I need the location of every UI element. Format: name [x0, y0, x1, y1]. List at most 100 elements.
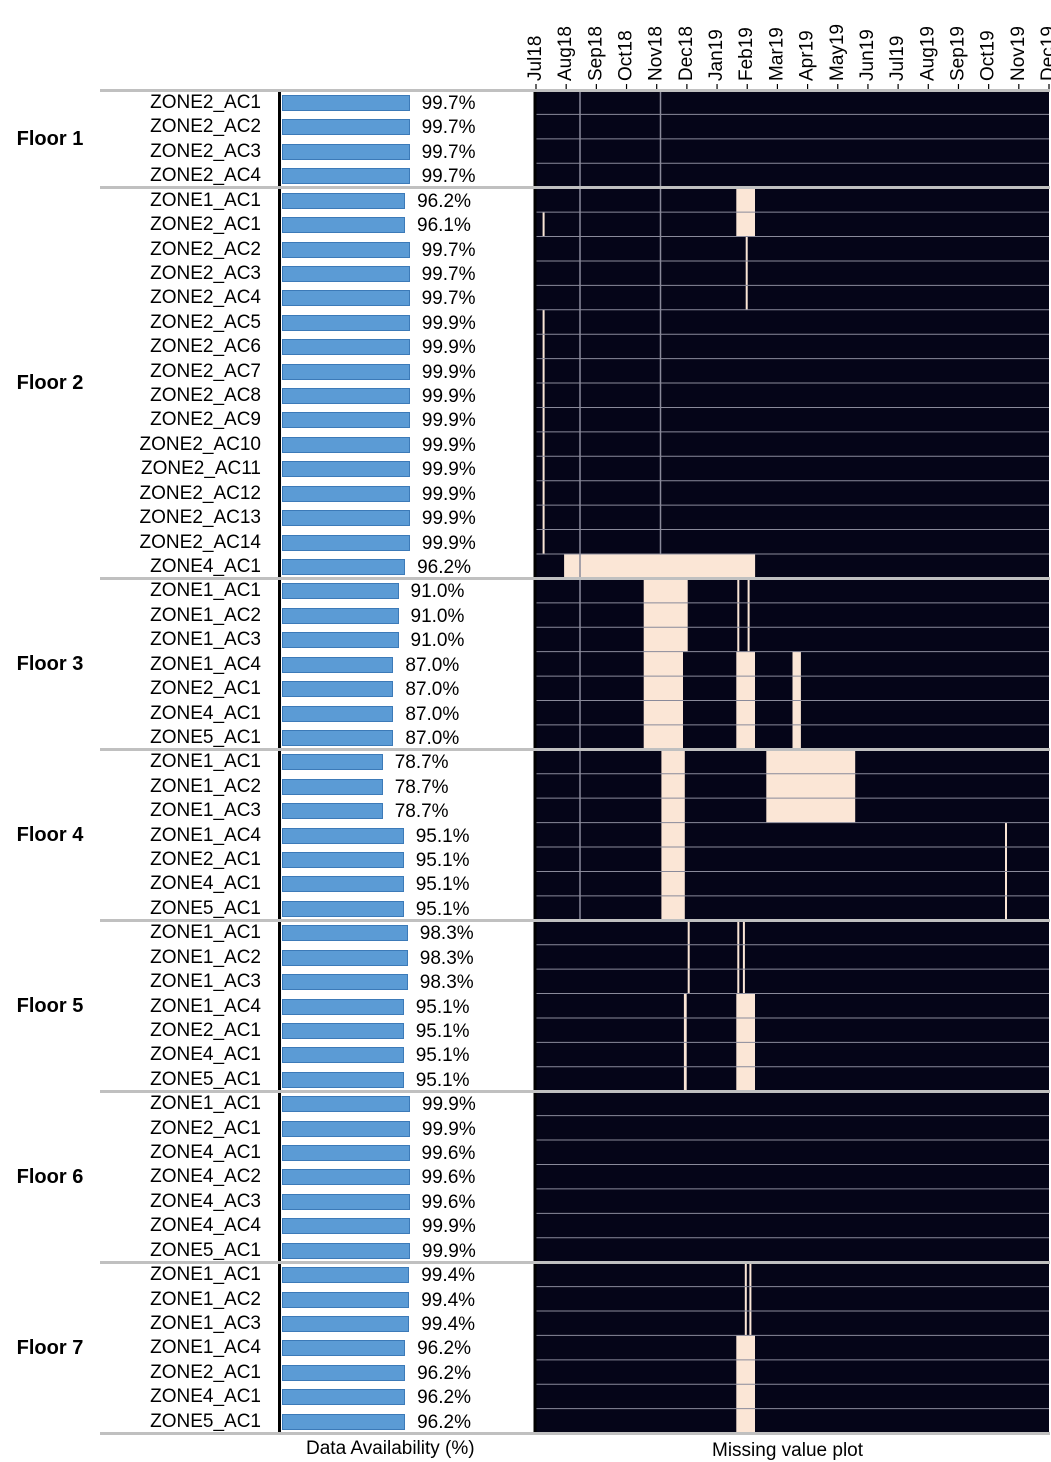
row-label: ZONE1_AC1	[150, 922, 261, 944]
availability-bar	[282, 583, 399, 600]
floor-separator	[100, 1089, 1050, 1093]
availability-bar	[282, 192, 406, 209]
availability-bar	[282, 363, 410, 380]
availability-bar	[282, 1267, 410, 1284]
missing-segment	[542, 309, 545, 335]
floor-label: Floor 2	[16, 372, 84, 395]
floor-label: Floor 1	[16, 127, 84, 150]
x-tick-label: Sep18	[585, 26, 606, 81]
availability-value-label: 96.2%	[417, 190, 471, 212]
availability-value-label: 99.4%	[421, 1289, 476, 1311]
x-tick-label: Sep19	[948, 26, 969, 81]
missing-segment	[744, 1286, 747, 1312]
row-label: ZONE1_AC3	[150, 971, 261, 993]
x-tick-label: Nov18	[646, 26, 667, 81]
missing-segment	[1005, 895, 1007, 921]
availability-bar	[282, 265, 410, 282]
missing-segment	[737, 944, 740, 970]
missing-segment	[745, 285, 748, 310]
missing-segment	[736, 700, 755, 725]
missing-segment	[542, 480, 545, 506]
availability-value-label: 99.7%	[421, 117, 476, 139]
availability-bar	[282, 1413, 406, 1430]
row-label: ZONE2_AC1	[150, 1019, 261, 1041]
row-label: ZONE1_AC1	[150, 580, 261, 602]
missing-segment	[736, 993, 755, 1018]
availability-value-label: 96.2%	[417, 1362, 471, 1384]
availability-bar	[282, 241, 410, 258]
availability-bar	[282, 729, 394, 746]
availability-bar	[282, 558, 406, 575]
row-label: ZONE1_AC3	[150, 800, 261, 822]
row-label: ZONE5_AC1	[150, 1410, 261, 1432]
missing-segment	[661, 895, 685, 921]
x-tick-label: Jul18	[525, 36, 546, 81]
availability-bar	[282, 1047, 404, 1064]
availability-value-label: 91.0%	[410, 630, 465, 652]
row-label: ZONE2_AC1	[150, 1361, 261, 1383]
availability-bar	[282, 534, 410, 551]
availability-bar	[282, 900, 404, 917]
availability-bar	[282, 852, 404, 869]
floor-separator	[100, 186, 1050, 190]
missing-segment	[542, 407, 545, 432]
availability-value-label: 99.9%	[421, 508, 476, 530]
missing-segment	[766, 773, 856, 799]
availability-bar	[282, 1242, 410, 1259]
row-label: ZONE1_AC2	[150, 775, 261, 797]
availability-bar	[282, 1071, 404, 1088]
availability-bar	[282, 412, 410, 429]
x-tick-label: Nov19	[1008, 26, 1029, 81]
missing-segment	[661, 871, 685, 896]
availability-value-label: 99.7%	[421, 141, 476, 163]
missing-segment	[687, 920, 690, 945]
x-tick-label: Mar19	[766, 27, 787, 81]
row-label: ZONE1_AC4	[150, 1337, 261, 1359]
missing-segment	[736, 676, 755, 701]
row-label: ZONE2_AC4	[150, 287, 261, 309]
missing-segment	[736, 724, 755, 750]
row-label: ZONE2_AC8	[150, 385, 261, 407]
row-label: ZONE2_AC5	[150, 311, 261, 333]
availability-value-label: 95.1%	[415, 825, 470, 847]
availability-bar	[282, 314, 410, 331]
row-label: ZONE1_AC1	[150, 1093, 261, 1115]
missing-segment	[643, 676, 683, 701]
row-label: ZONE2_AC12	[139, 482, 261, 504]
missing-segment	[736, 1066, 755, 1092]
availability-value-label: 99.6%	[421, 1191, 476, 1213]
availability-bar	[282, 1022, 404, 1039]
row-label: ZONE4_AC1	[150, 1386, 261, 1408]
missing-segment	[745, 260, 748, 286]
missing-segment	[749, 1262, 752, 1287]
row-label: ZONE1_AC2	[150, 604, 261, 626]
missing-segment	[643, 627, 688, 652]
missing-segment	[766, 798, 856, 823]
row-label: ZONE1_AC4	[150, 995, 261, 1017]
floor-label: Floor 4	[16, 823, 84, 846]
row-label: ZONE1_AC3	[150, 629, 261, 651]
missing-segment	[643, 651, 683, 677]
missing-segment	[737, 969, 740, 994]
row-label: ZONE2_AC1	[150, 92, 261, 113]
missing-segment	[766, 749, 856, 774]
missing-segment	[1005, 871, 1007, 896]
missing-segment	[661, 749, 685, 774]
availability-value-label: 99.4%	[421, 1314, 476, 1335]
missing-segment	[687, 969, 690, 994]
row-label: ZONE5_AC1	[150, 726, 261, 748]
availability-value-label: 99.9%	[421, 434, 476, 456]
availability-value-label: 99.7%	[421, 93, 476, 114]
floor-separator	[100, 576, 1050, 580]
row-label: ZONE2_AC3	[150, 262, 261, 284]
floor-label: Floor 5	[16, 994, 84, 1017]
availability-value-label: 95.1%	[415, 874, 470, 896]
row-label: ZONE2_AC1	[150, 1117, 261, 1139]
availability-value-label: 95.1%	[415, 850, 470, 872]
availability-bar	[282, 827, 404, 844]
availability-value-label: 95.1%	[415, 1020, 470, 1042]
availability-bar	[282, 1291, 410, 1308]
missing-plot-title: Missing value plot	[712, 1440, 864, 1461]
missing-segment	[736, 212, 755, 237]
